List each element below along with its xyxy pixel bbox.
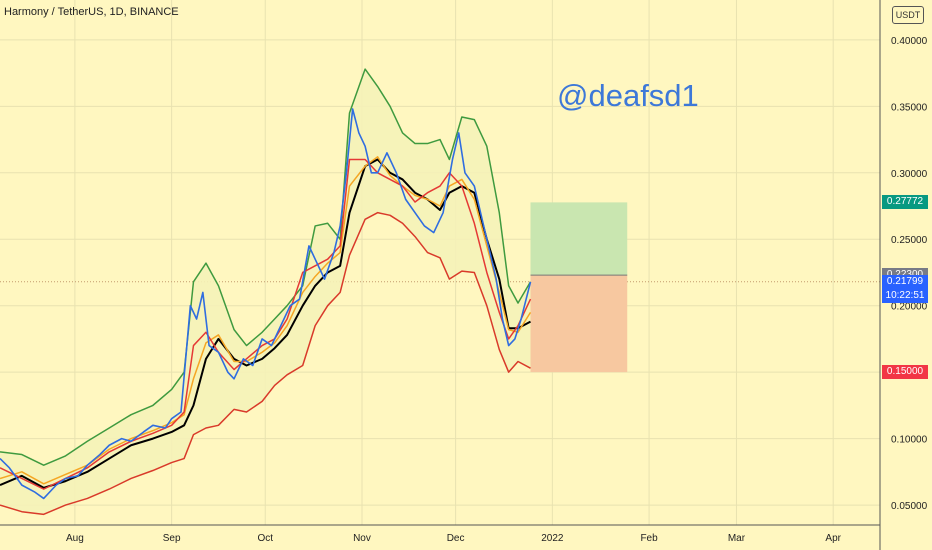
y-tick-label: 0.30000 [891, 169, 928, 180]
x-axis: Aug Sep Oct Nov Dec 2022 Feb Mar Apr [0, 524, 880, 544]
band-fill [0, 69, 531, 515]
x-tick-label: Dec [447, 533, 465, 544]
lower-line [0, 211, 531, 516]
x-tick-label: Apr [825, 533, 841, 544]
x-tick-label: Nov [353, 533, 371, 544]
slow_ma-line [0, 156, 532, 485]
y-tick-label: 0.05000 [891, 501, 928, 512]
countdown-timer: 10:22:51 [885, 289, 925, 301]
profit-zone[interactable] [530, 202, 628, 276]
position-tool[interactable] [530, 202, 628, 373]
y-tick-label: 0.20000 [891, 302, 928, 313]
currency-unit-button[interactable]: USDT [892, 6, 924, 24]
stop-price-label: 0.15000 [882, 365, 928, 380]
band-fill-area [0, 69, 531, 515]
current-price-value: 0.21799 [886, 275, 924, 287]
x-tick-label: 2022 [541, 533, 564, 544]
series-lines [0, 68, 532, 516]
x-tick-label: Aug [66, 533, 84, 544]
x-tick-label: Sep [163, 533, 181, 544]
chart-title: Harmony / TetherUS, 1D, BINANCE [4, 6, 179, 18]
y-tick-label: 0.40000 [891, 36, 928, 47]
y-tick-label: 0.25000 [891, 235, 928, 246]
fast_ma-line [0, 158, 532, 490]
x-tick-label: Oct [257, 533, 273, 544]
upper-line [0, 68, 532, 466]
loss-zone[interactable] [530, 275, 628, 373]
y-tick-label: 0.10000 [891, 435, 928, 446]
x-tick-label: Mar [728, 533, 746, 544]
y-tick-label: 0.35000 [891, 102, 928, 113]
x-tick-label: Feb [640, 533, 658, 544]
author-watermark: @deafsd1 [557, 78, 699, 113]
price-line [0, 108, 532, 500]
basis-line [0, 158, 531, 489]
current-price-label: 0.21799 10:22:51 [882, 274, 928, 303]
target-price-label: 0.27772 [882, 195, 928, 210]
